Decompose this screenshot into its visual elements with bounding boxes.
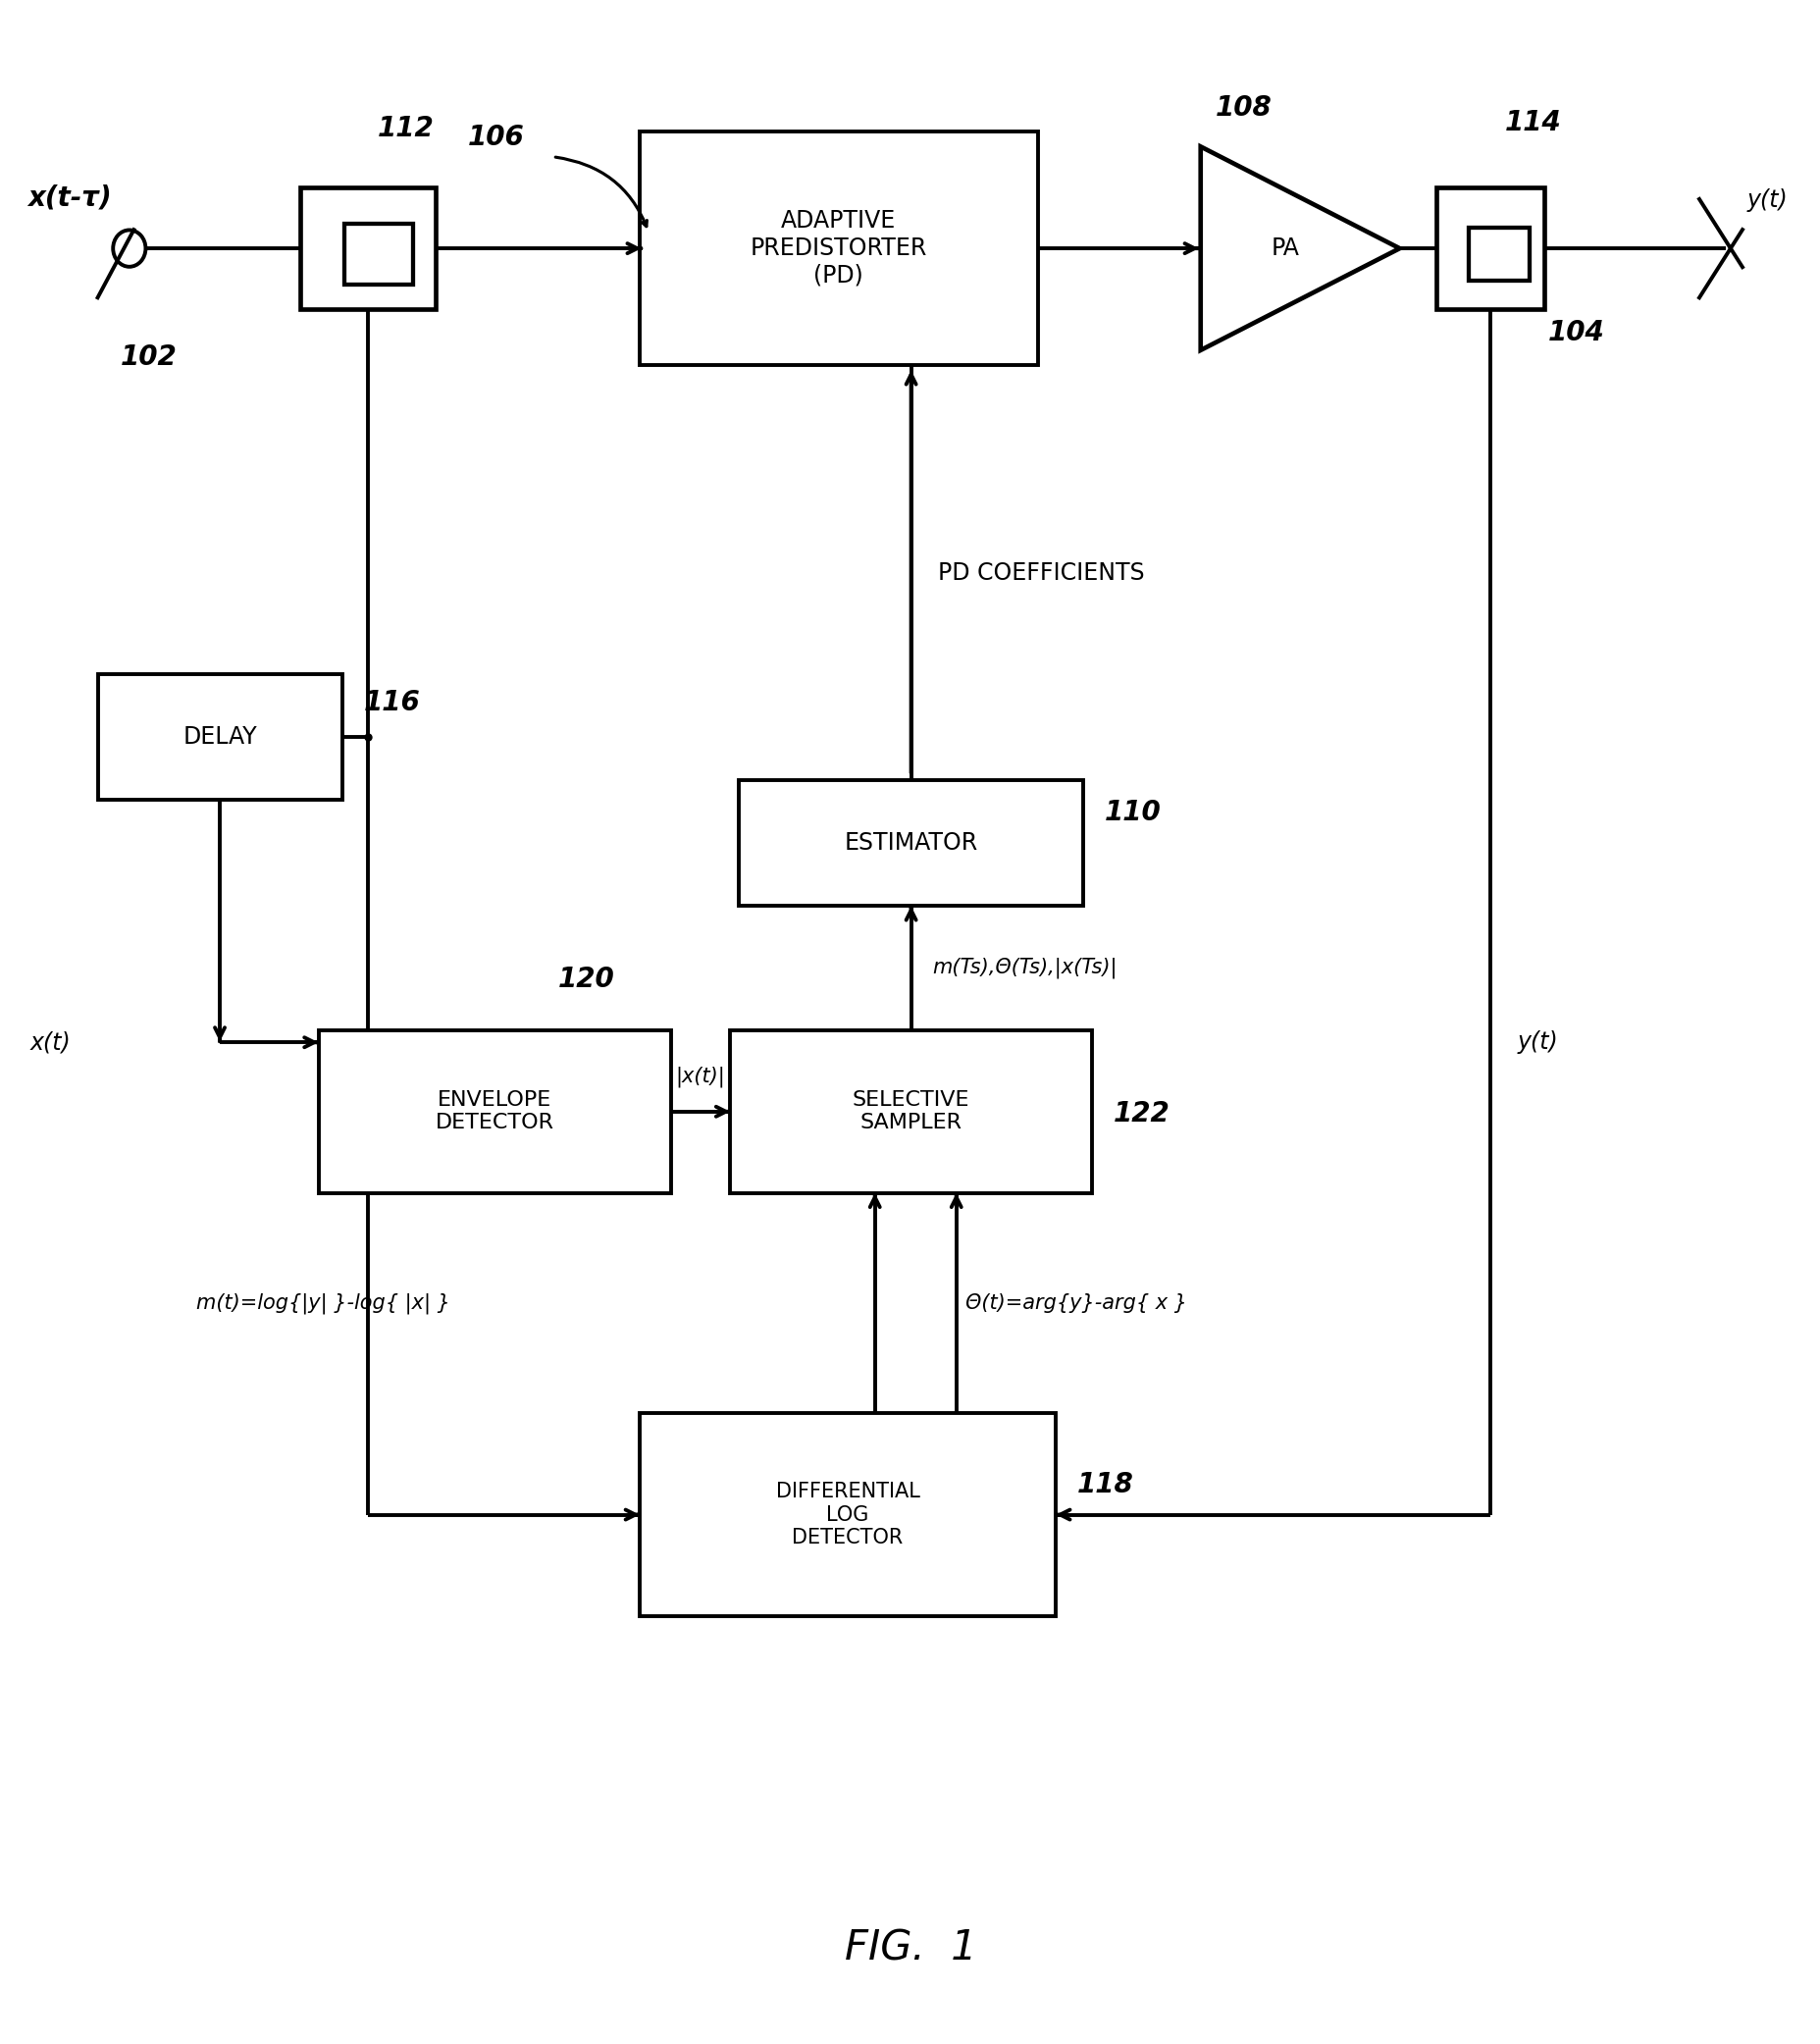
Text: y(t): y(t) (1747, 188, 1787, 213)
Text: ADAPTIVE
PREDISTORTER
(PD): ADAPTIVE PREDISTORTER (PD) (750, 208, 926, 288)
FancyBboxPatch shape (300, 188, 437, 309)
Text: FIG.  1: FIG. 1 (844, 1927, 977, 1968)
Text: ENVELOPE
DETECTOR: ENVELOPE DETECTOR (435, 1089, 555, 1132)
Text: 106: 106 (468, 123, 524, 151)
Text: 110: 110 (1105, 799, 1161, 826)
FancyBboxPatch shape (344, 225, 413, 284)
FancyBboxPatch shape (739, 779, 1083, 905)
Text: m(t)=log{|y| }-log{ |x| }: m(t)=log{|y| }-log{ |x| } (197, 1292, 450, 1314)
Text: 108: 108 (1216, 94, 1272, 123)
Text: y(t): y(t) (1518, 1030, 1558, 1055)
Text: 114: 114 (1505, 108, 1562, 137)
Text: SELECTIVE
SAMPLER: SELECTIVE SAMPLER (852, 1089, 970, 1132)
Text: x(t): x(t) (29, 1030, 71, 1055)
Text: x(t-τ): x(t-τ) (27, 184, 111, 213)
Text: Θ(t)=arg{y}-arg{ x }: Θ(t)=arg{y}-arg{ x } (965, 1294, 1187, 1312)
Text: 104: 104 (1549, 319, 1605, 345)
Text: 120: 120 (559, 967, 615, 993)
FancyBboxPatch shape (639, 131, 1037, 366)
Text: m(Ts),Θ(Ts),|x(Ts)|: m(Ts),Θ(Ts),|x(Ts)| (934, 957, 1117, 979)
FancyBboxPatch shape (1436, 188, 1545, 309)
FancyBboxPatch shape (1469, 229, 1531, 280)
Text: PA: PA (1272, 237, 1299, 260)
FancyBboxPatch shape (730, 1030, 1092, 1194)
Text: 116: 116 (364, 689, 420, 717)
Text: PD COEFFICIENTS: PD COEFFICIENTS (939, 560, 1145, 585)
Text: DELAY: DELAY (182, 726, 257, 748)
Text: ESTIMATOR: ESTIMATOR (844, 832, 977, 854)
Text: 122: 122 (1114, 1100, 1170, 1128)
FancyBboxPatch shape (318, 1030, 672, 1194)
FancyBboxPatch shape (639, 1412, 1056, 1617)
Text: DIFFERENTIAL
LOG
DETECTOR: DIFFERENTIAL LOG DETECTOR (775, 1482, 919, 1547)
Text: 112: 112 (377, 114, 433, 143)
Text: 118: 118 (1077, 1472, 1134, 1498)
FancyBboxPatch shape (98, 675, 342, 799)
Text: |x(t)|: |x(t)| (675, 1067, 726, 1087)
Text: 102: 102 (120, 343, 177, 370)
